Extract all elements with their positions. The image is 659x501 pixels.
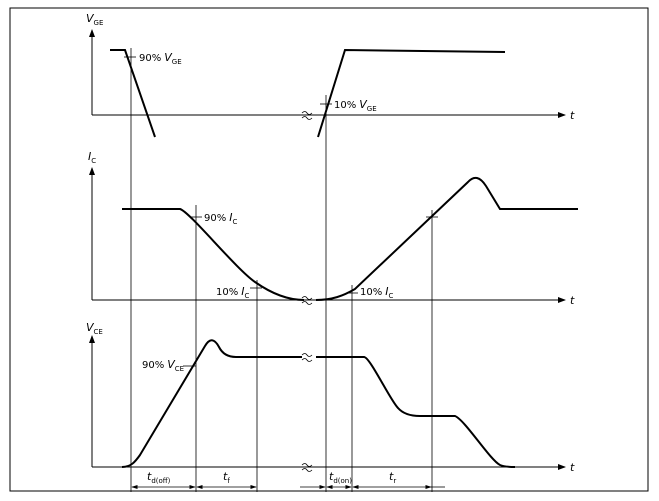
label-part: t (389, 470, 394, 483)
label-part: 10% (216, 287, 238, 298)
label-part: GE (172, 58, 182, 66)
label-part: 10% (360, 287, 382, 298)
annotation: 10% IC (216, 285, 249, 300)
label-part: V (164, 51, 173, 64)
label-part: t (329, 470, 334, 483)
label-part: 90% (139, 53, 161, 64)
interval-label: tr (389, 470, 396, 485)
interval-label: td(off) (147, 470, 171, 485)
axes (89, 29, 566, 470)
interval-label: td(on) (329, 470, 352, 485)
label-part: V (359, 98, 368, 111)
annotation: 10% IC (360, 285, 393, 300)
label-part: C (91, 157, 96, 165)
label-part: V (86, 12, 95, 25)
interval-label: tf (223, 470, 230, 485)
label-part: 90% (142, 360, 164, 371)
label-part: I (88, 150, 91, 163)
annotation: 90% IC (204, 211, 237, 226)
label-part: 90% (204, 213, 226, 224)
annotation: 90% VGE (139, 51, 182, 66)
annotation: 10% VGE (334, 98, 377, 113)
label-part: CE (94, 328, 103, 336)
label-part: t (223, 470, 228, 483)
label-part: C (388, 292, 393, 300)
label-part: V (167, 358, 176, 371)
x-label: t (570, 109, 575, 122)
label-part: C (244, 292, 249, 300)
x-label: t (570, 461, 575, 474)
label-part: GE (94, 19, 104, 27)
label-part: GE (367, 105, 377, 113)
label-part: I (241, 285, 244, 298)
label-part: t (147, 470, 152, 483)
y-label: IC (88, 150, 96, 165)
y-label: VCE (86, 321, 103, 336)
frame (9, 7, 649, 492)
label-part: CE (175, 365, 184, 373)
label-part: 10% (334, 100, 356, 111)
y-label: VGE (86, 12, 103, 27)
label-part: C (232, 218, 237, 226)
x-label: t (570, 294, 575, 307)
label-part: d(on) (333, 477, 352, 485)
label-part: I (229, 211, 232, 224)
label-part: d(off) (151, 477, 170, 485)
waveforms (110, 48, 578, 468)
label-part: r (393, 477, 396, 485)
reference-lines (124, 48, 438, 492)
annotation: 90% VCE (142, 358, 184, 373)
label-part: I (385, 285, 388, 298)
label-part: V (86, 321, 95, 334)
label-part: f (227, 477, 230, 485)
break-marks (301, 111, 313, 472)
